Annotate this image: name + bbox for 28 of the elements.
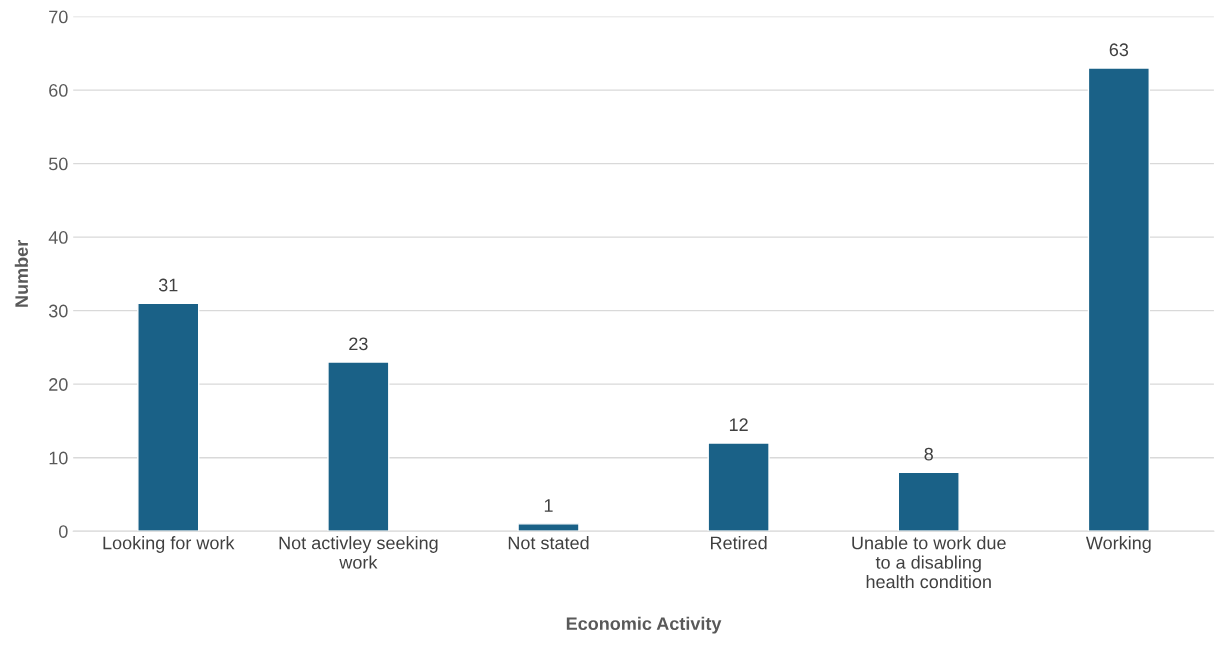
data-label: 31 — [158, 278, 178, 292]
x-tick-label: Unable to work due to a disabling health condition — [852, 536, 1006, 589]
bar — [517, 523, 580, 532]
x-tick-label: Working — [1085, 536, 1151, 553]
y-tick-label: 60 — [49, 84, 68, 97]
y-tick-label: 50 — [48, 157, 68, 171]
x-tick-label: Retired — [710, 536, 767, 550]
y-tick-label: 70 — [49, 10, 68, 24]
y-tick-label: 0 — [59, 525, 68, 538]
data-label: 63 — [1109, 43, 1129, 57]
x-tick-label: Not activley seeking work — [279, 536, 438, 569]
data-label: 1 — [544, 499, 553, 512]
data-label: 8 — [924, 447, 933, 461]
data-label: 12 — [729, 418, 748, 431]
x-tick-label: Not stated — [508, 536, 589, 550]
y-tick-label: 40 — [48, 231, 68, 244]
y-tick-label: 10 — [49, 451, 68, 465]
x-axis-title: Economic Activity — [566, 616, 722, 634]
data-label: 23 — [349, 337, 368, 351]
y-tick-label: 30 — [48, 304, 68, 318]
bar — [897, 471, 960, 532]
y-tick-label: 20 — [49, 378, 68, 391]
bar — [1087, 67, 1150, 532]
bar — [707, 442, 770, 532]
bar — [137, 302, 200, 532]
bar — [327, 361, 390, 532]
y-axis-title: Number — [14, 240, 29, 307]
x-tick-label: Looking for work — [103, 536, 235, 553]
